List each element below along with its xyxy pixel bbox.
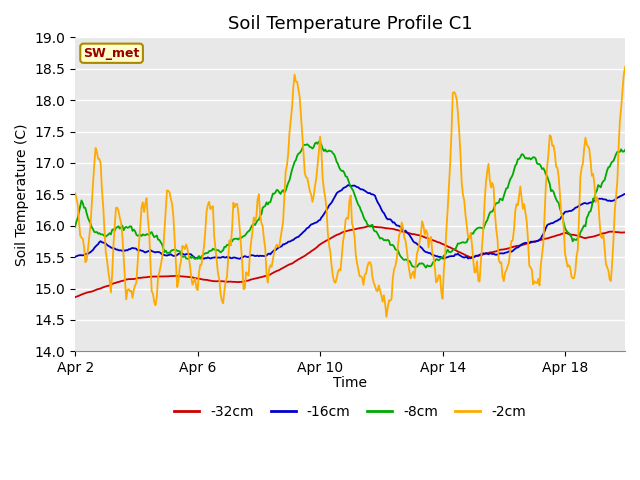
Legend: -32cm, -16cm, -8cm, -2cm: -32cm, -16cm, -8cm, -2cm (169, 399, 531, 424)
Y-axis label: Soil Temperature (C): Soil Temperature (C) (15, 123, 29, 265)
X-axis label: Time: Time (333, 376, 367, 390)
Text: SW_met: SW_met (83, 47, 140, 60)
Title: Soil Temperature Profile C1: Soil Temperature Profile C1 (228, 15, 472, 33)
